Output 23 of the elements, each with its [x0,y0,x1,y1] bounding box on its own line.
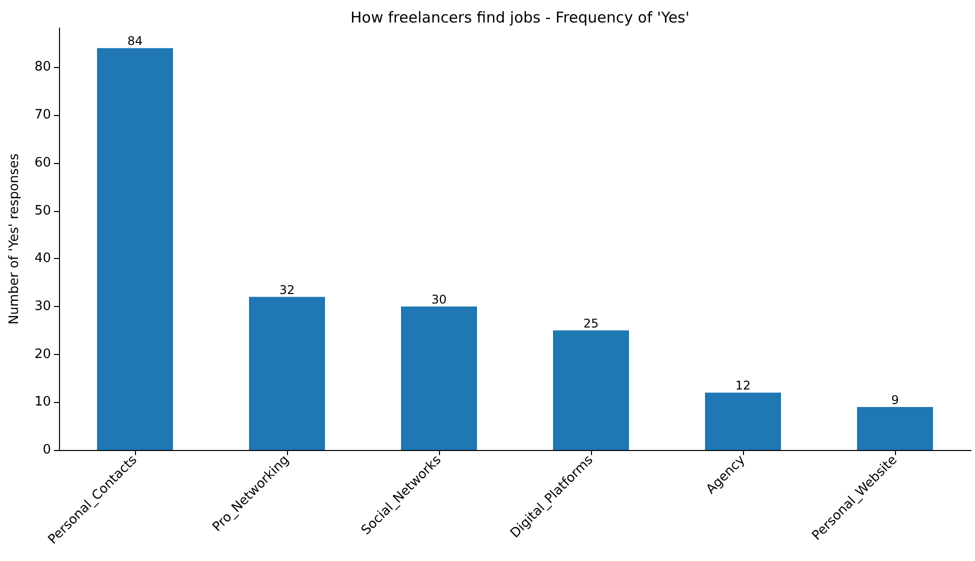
data-label: 25 [583,316,599,330]
bar [249,296,325,450]
y-tick-label: 60 [34,155,51,170]
data-label: 30 [431,292,447,306]
data-label: 9 [891,392,899,407]
y-tick-label: 80 [34,60,51,75]
y-tick-label: 20 [34,346,51,362]
y-tick-label: 30 [34,298,51,314]
bar [97,48,173,450]
y-tick-label: 10 [34,394,51,410]
bar [705,392,781,450]
bar [553,330,629,450]
y-tick-label: 70 [34,108,51,123]
data-label: 12 [735,378,751,393]
y-tick-label: 0 [42,442,51,458]
chart-title: How freelancers find jobs - Frequency of 'Yes' [350,8,690,26]
data-label: 32 [279,282,295,297]
data-label: 84 [127,34,143,48]
y-tick-label: 50 [34,203,51,218]
y-tick-label: 40 [34,251,51,266]
y-axis-title: Number of 'Yes' responses [7,153,22,325]
bar [401,306,477,450]
bar [857,406,933,450]
